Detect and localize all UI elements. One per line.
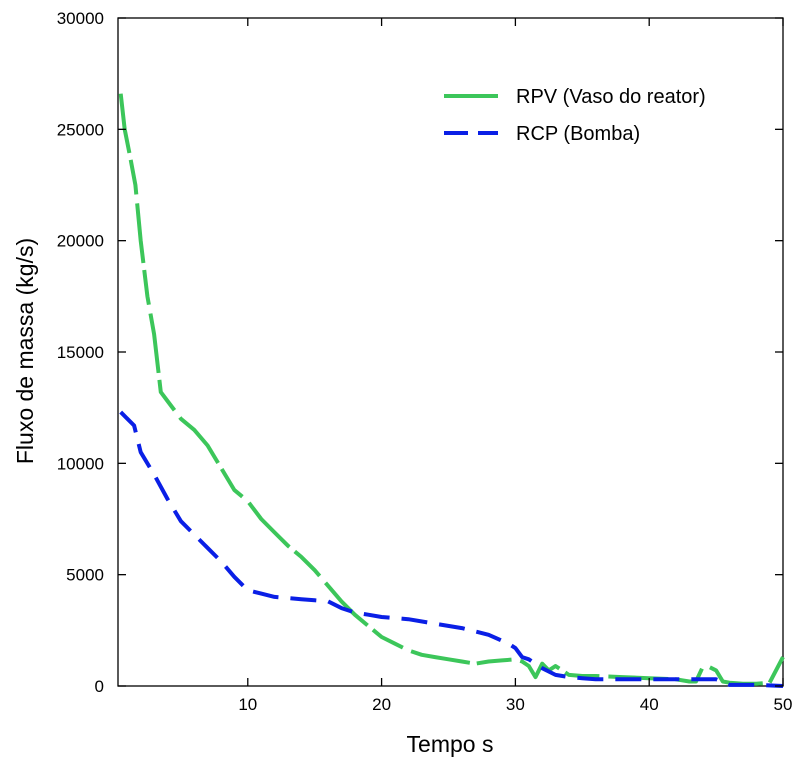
legend-label-rcp: RCP (Bomba) [516,123,640,145]
x-tick-label: 30 [506,695,525,714]
y-tick-label: 15000 [57,343,104,362]
x-tick-label: 50 [774,695,793,714]
y-tick-label: 0 [95,677,104,696]
y-tick-label: 25000 [57,120,104,139]
x-tick-label: 40 [640,695,659,714]
x-axis-label: Tempo s [407,731,494,757]
series-layer [118,93,785,688]
y-tick-label: 10000 [57,454,104,473]
y-axis-label: Fluxo de massa (kg/s) [12,238,38,464]
series-line-rpv [118,93,785,686]
axes-layer: 10 20 30 40 50 0 5000 10000 15000 20000 25000 30000 [57,9,793,714]
legend: RPV (Vaso do reator) RCP (Bomba) [444,86,706,145]
x-tick-label: 10 [238,695,257,714]
legend-label-rpv: RPV (Vaso do reator) [516,86,706,108]
y-tick-label: 5000 [66,566,104,585]
series-line-rcp [119,410,784,688]
y-tick-label: 20000 [57,232,104,251]
x-tick-label: 20 [372,695,391,714]
plot-area [117,17,784,687]
plot-frame [117,17,784,687]
y-tick-label: 30000 [57,9,104,28]
